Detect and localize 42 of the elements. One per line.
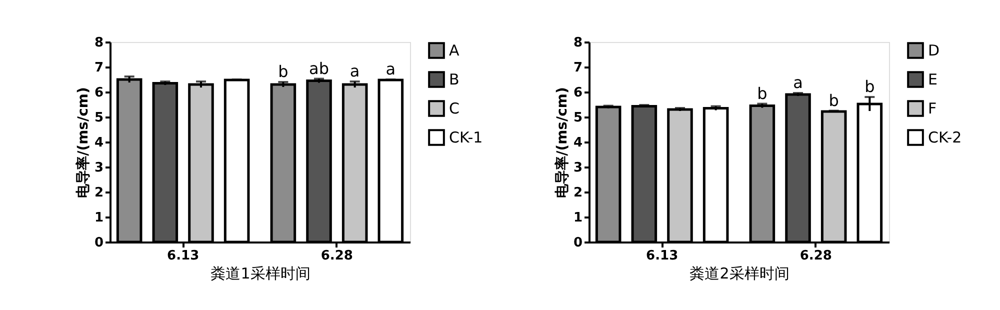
y-tick-label: 1 [573,210,582,226]
y-tick-label: 2 [94,186,104,200]
y-tick-label: 5 [94,110,104,126]
y-tick-label: 0 [94,236,104,250]
y-tick-label: 3 [573,160,582,176]
x-axis-title: 粪道2采样时间 [690,264,790,282]
legend-label: E [928,70,938,88]
y-tick-label: 8 [573,36,582,50]
data-label: b [828,90,839,110]
y-tick-label: 0 [573,236,582,250]
data-label: ab [309,58,329,78]
legend-label: D [928,42,940,60]
y-tick-label: 1 [94,210,104,226]
data-label: a [350,62,360,80]
legend-label: B [449,70,460,88]
legend-label: CK-2 [928,128,962,146]
x-tick-label: 6.28 [800,248,832,264]
data-label: a [793,73,803,92]
data-label: a [386,60,396,78]
y-axis-title: 电导率/(ms/cm) [553,87,570,198]
y-tick-label: 5 [573,110,582,126]
y-axis-title: 电导率/(ms/cm) [74,87,92,198]
x-tick-label: 6.13 [167,248,200,264]
y-tick-label: 2 [573,186,582,200]
y-tick-label: 3 [94,160,104,176]
y-tick-label: 8 [94,36,104,50]
x-axis-title: 粪道1采样时间 [210,264,310,282]
data-label: b [864,77,875,96]
legend-label: A [449,42,460,60]
legend-label: F [928,100,937,118]
y-tick-label: 6 [94,86,104,100]
x-tick-label: 6.13 [646,248,678,264]
legend-label: CK-1 [449,128,483,146]
x-tick-label: 6.28 [320,248,353,264]
y-tick-label: 4 [94,136,104,150]
y-tick-label: 7 [573,60,582,76]
y-tick-label: 4 [573,136,582,150]
y-tick-label: 7 [94,60,104,76]
y-tick-label: 6 [573,86,582,100]
legend-label: C [449,100,460,118]
data-label: b [757,84,768,103]
data-label: b [278,62,288,81]
